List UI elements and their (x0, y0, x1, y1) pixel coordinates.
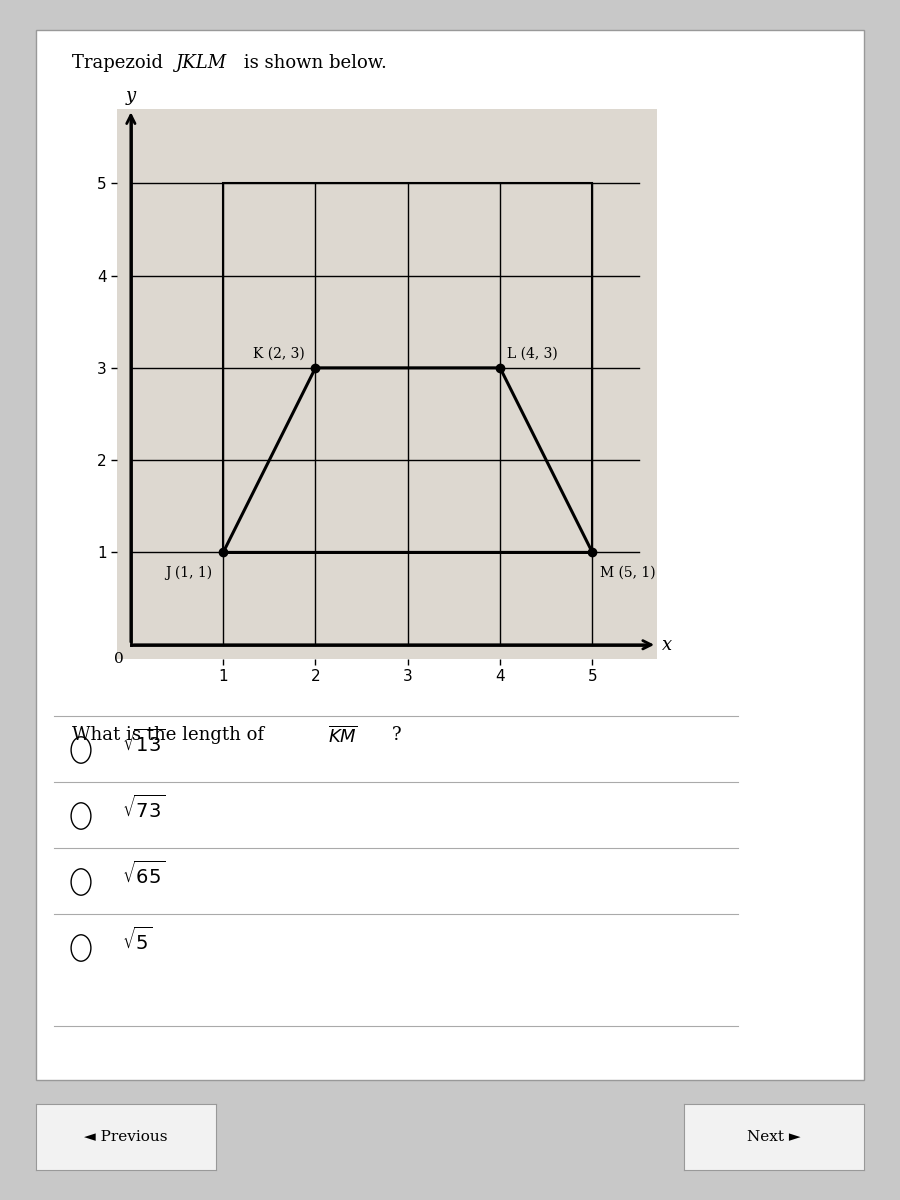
Text: 0: 0 (113, 652, 123, 666)
Text: Trapezoid: Trapezoid (72, 54, 169, 72)
Text: K (2, 3): K (2, 3) (253, 347, 304, 361)
Text: J (1, 1): J (1, 1) (165, 565, 212, 580)
Text: ◄ Previous: ◄ Previous (85, 1130, 167, 1144)
Bar (223, 184, 592, 552)
Text: $\sqrt{73}$: $\sqrt{73}$ (122, 794, 165, 822)
Text: What is the length of: What is the length of (72, 726, 270, 744)
Text: JKLM: JKLM (176, 54, 227, 72)
Text: y: y (126, 86, 136, 104)
Text: M (5, 1): M (5, 1) (599, 565, 655, 580)
Text: $\sqrt{5}$: $\sqrt{5}$ (122, 926, 152, 954)
Text: Next ►: Next ► (747, 1130, 801, 1144)
Text: $\sqrt{13}$: $\sqrt{13}$ (122, 728, 165, 756)
Text: ?: ? (392, 726, 401, 744)
Text: $\sqrt{65}$: $\sqrt{65}$ (122, 860, 165, 888)
Text: $\overline{KM}$: $\overline{KM}$ (328, 726, 358, 746)
Text: x: x (662, 636, 671, 654)
Text: is shown below.: is shown below. (238, 54, 387, 72)
Text: L (4, 3): L (4, 3) (508, 347, 558, 361)
